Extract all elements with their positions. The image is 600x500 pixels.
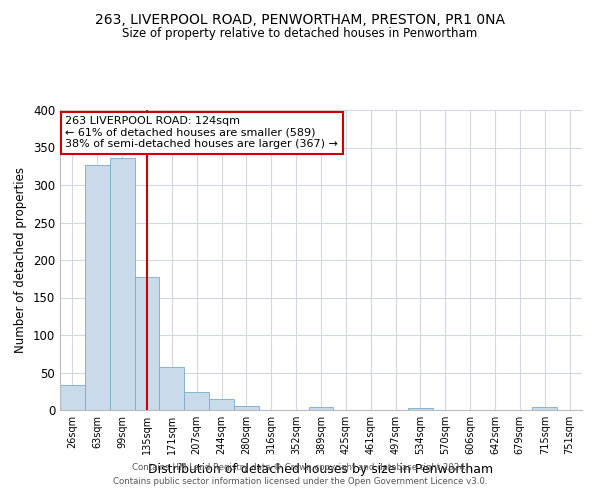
Bar [209, 399, 234, 410]
Bar [134, 276, 160, 410]
Bar [60, 385, 85, 410]
Bar [184, 392, 209, 410]
Bar [110, 158, 134, 410]
Text: 263 LIVERPOOL ROAD: 124sqm
← 61% of detached houses are smaller (589)
38% of sem: 263 LIVERPOOL ROAD: 124sqm ← 61% of deta… [65, 116, 338, 149]
Bar [408, 408, 433, 410]
Bar [160, 367, 184, 410]
Y-axis label: Number of detached properties: Number of detached properties [14, 167, 28, 353]
Text: Contains public sector information licensed under the Open Government Licence v3: Contains public sector information licen… [113, 477, 487, 486]
Bar [85, 165, 110, 410]
Text: 263, LIVERPOOL ROAD, PENWORTHAM, PRESTON, PR1 0NA: 263, LIVERPOOL ROAD, PENWORTHAM, PRESTON… [95, 12, 505, 26]
Bar [308, 407, 334, 410]
Text: Contains HM Land Registry data © Crown copyright and database right 2024.: Contains HM Land Registry data © Crown c… [132, 464, 468, 472]
Bar [234, 406, 259, 410]
Bar [532, 407, 557, 410]
Text: Size of property relative to detached houses in Penwortham: Size of property relative to detached ho… [122, 28, 478, 40]
X-axis label: Distribution of detached houses by size in Penwortham: Distribution of detached houses by size … [148, 462, 494, 475]
